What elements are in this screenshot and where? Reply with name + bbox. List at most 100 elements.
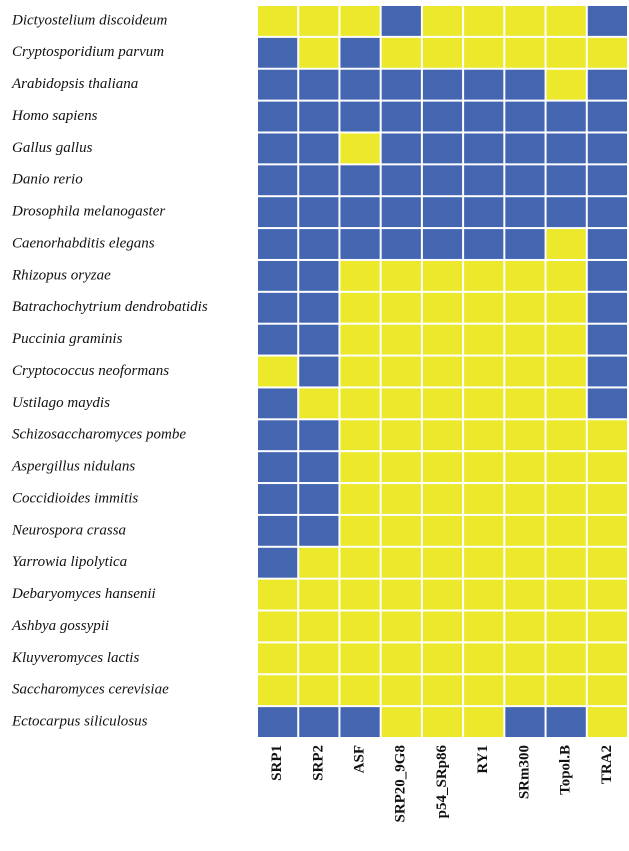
heatmap-cell (340, 515, 380, 546)
heatmap-cell (340, 6, 380, 36)
heatmap-cell (546, 260, 586, 291)
heatmap-cell (258, 229, 298, 259)
heatmap-cell (340, 675, 380, 706)
heatmap-cell (464, 69, 504, 100)
heatmap-cell (505, 292, 545, 323)
heatmap-cell (340, 197, 380, 228)
heatmap-cell (258, 643, 298, 674)
column-label: Topol.B (558, 745, 574, 795)
heatmap-cell (422, 420, 463, 451)
heatmap-cell (505, 484, 545, 514)
heatmap-cell (546, 356, 586, 387)
row-label: Yarrowia lipolytica (12, 554, 127, 570)
heatmap-cell (505, 165, 545, 196)
heatmap-cell (381, 229, 421, 259)
heatmap-cell (464, 643, 504, 674)
heatmap-cell (258, 292, 298, 323)
heatmap-cell (505, 356, 545, 387)
row-label: Schizosaccharomyces pombe (12, 427, 186, 443)
heatmap-cell (422, 260, 463, 291)
heatmap-cell (381, 547, 421, 578)
heatmap-cell (546, 579, 586, 610)
row-label: Ashbya gossypii (11, 618, 109, 634)
heatmap-cell (546, 292, 586, 323)
heatmap-cell (546, 611, 586, 642)
heatmap-cell (587, 165, 627, 196)
heatmap-cell (299, 579, 339, 610)
heatmap-cell (587, 197, 627, 228)
heatmap-cell (258, 579, 298, 610)
heatmap-cell (381, 420, 421, 451)
heatmap-cell (422, 324, 463, 355)
heatmap-cell (422, 643, 463, 674)
heatmap-cell (299, 388, 339, 419)
heatmap-cell (505, 101, 545, 132)
heatmap-cell (258, 133, 298, 164)
row-label: Dictyostelium discoideum (11, 12, 168, 28)
heatmap-cell (299, 6, 339, 36)
heatmap-cell (299, 484, 339, 514)
column-label: TRA2 (599, 745, 615, 784)
heatmap-cell (340, 324, 380, 355)
heatmap-cell (587, 69, 627, 100)
row-label: Saccharomyces cerevisiae (12, 682, 169, 698)
heatmap-cell (546, 197, 586, 228)
heatmap-cell (546, 229, 586, 259)
heatmap-cell (546, 707, 586, 737)
column-label: SRP1 (269, 745, 285, 781)
heatmap-cell (299, 229, 339, 259)
heatmap-cell (381, 611, 421, 642)
heatmap-cell (258, 675, 298, 706)
heatmap-cell (546, 324, 586, 355)
heatmap-cell (299, 707, 339, 737)
heatmap-cell (546, 6, 586, 36)
heatmap-cell (258, 197, 298, 228)
heatmap-cell (258, 37, 298, 68)
heatmap-cell (505, 197, 545, 228)
heatmap-cell (587, 260, 627, 291)
heatmap-cell (381, 579, 421, 610)
heatmap-cell (299, 133, 339, 164)
heatmap-cell (464, 165, 504, 196)
heatmap-cell (505, 452, 545, 483)
heatmap-cell (546, 484, 586, 514)
heatmap-cell (464, 515, 504, 546)
heatmap-cell (299, 197, 339, 228)
row-label: Ectocarpus siliculosus (11, 714, 148, 730)
heatmap-cell (464, 452, 504, 483)
row-label: Gallus gallus (12, 140, 93, 156)
heatmap-cell (299, 260, 339, 291)
heatmap-cell (546, 452, 586, 483)
heatmap-cell (464, 229, 504, 259)
heatmap-cell (546, 420, 586, 451)
heatmap-cell (340, 452, 380, 483)
heatmap-cell (258, 6, 298, 36)
heatmap-cell (546, 515, 586, 546)
heatmap-cell (299, 643, 339, 674)
heatmap-cell (422, 133, 463, 164)
heatmap-cell (258, 452, 298, 483)
heatmap-cell (464, 324, 504, 355)
heatmap-cell (464, 388, 504, 419)
heatmap-cell (381, 37, 421, 68)
heatmap-cell (340, 165, 380, 196)
heatmap-cell (340, 643, 380, 674)
heatmap-cell (587, 324, 627, 355)
row-label: Cryptococcus neoformans (12, 363, 169, 379)
heatmap-cell (381, 515, 421, 546)
heatmap-cell (422, 229, 463, 259)
heatmap-cell (546, 675, 586, 706)
heatmap-cell (505, 515, 545, 546)
row-label: Neurospora crassa (11, 522, 126, 538)
heatmap-cell (587, 420, 627, 451)
heatmap-cell (381, 69, 421, 100)
heatmap-cell (505, 420, 545, 451)
heatmap-cell (464, 133, 504, 164)
heatmap-cell (340, 579, 380, 610)
heatmap-cell (258, 611, 298, 642)
heatmap-cell (299, 515, 339, 546)
heatmap-cell (299, 675, 339, 706)
heatmap-cell (464, 356, 504, 387)
heatmap-cell (299, 37, 339, 68)
heatmap-cell (299, 420, 339, 451)
